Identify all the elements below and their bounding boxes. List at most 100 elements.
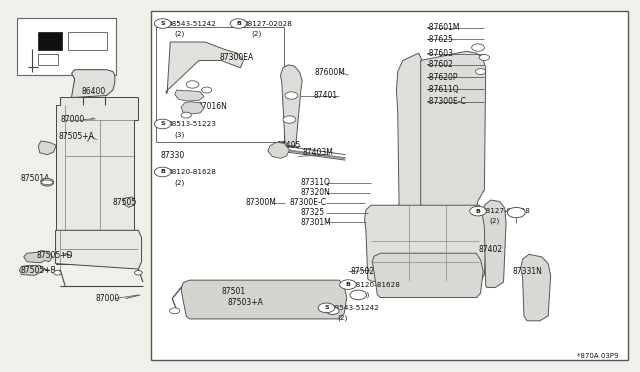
Text: 08543-51242: 08543-51242 bbox=[331, 305, 380, 311]
Text: 87600M: 87600M bbox=[315, 68, 346, 77]
Polygon shape bbox=[268, 142, 289, 158]
Circle shape bbox=[470, 206, 486, 216]
Circle shape bbox=[170, 308, 180, 314]
Text: 87016N: 87016N bbox=[198, 102, 228, 111]
Text: 87403M: 87403M bbox=[302, 148, 333, 157]
Text: 87300E-C: 87300E-C bbox=[289, 198, 326, 207]
Text: 87331N: 87331N bbox=[513, 267, 542, 276]
Circle shape bbox=[472, 44, 484, 51]
Text: -87300E-C: -87300E-C bbox=[427, 97, 467, 106]
Text: 08513-51223: 08513-51223 bbox=[167, 121, 216, 127]
Text: -87625: -87625 bbox=[427, 35, 454, 44]
Text: (2): (2) bbox=[338, 315, 348, 321]
Polygon shape bbox=[365, 205, 487, 281]
Circle shape bbox=[285, 92, 298, 99]
Circle shape bbox=[508, 208, 525, 218]
Circle shape bbox=[181, 112, 191, 118]
Bar bbox=[38, 32, 62, 50]
Text: -87620P: -87620P bbox=[427, 73, 458, 81]
Polygon shape bbox=[372, 253, 483, 298]
Text: 08543-51242: 08543-51242 bbox=[167, 20, 216, 26]
Text: 87325: 87325 bbox=[301, 208, 325, 217]
Text: (2): (2) bbox=[251, 31, 261, 37]
Circle shape bbox=[350, 290, 367, 300]
Text: 08127-02028: 08127-02028 bbox=[244, 20, 292, 26]
Circle shape bbox=[186, 81, 199, 88]
Text: S: S bbox=[324, 305, 329, 310]
Text: 87000: 87000 bbox=[96, 294, 120, 303]
Text: 87301M: 87301M bbox=[301, 218, 332, 227]
Bar bbox=[156, 27, 284, 142]
Text: 87505+A: 87505+A bbox=[59, 132, 95, 141]
Polygon shape bbox=[56, 230, 141, 269]
Circle shape bbox=[283, 116, 296, 123]
Text: 87320N: 87320N bbox=[301, 188, 331, 197]
Text: 87502: 87502 bbox=[351, 267, 374, 276]
Text: (3): (3) bbox=[175, 131, 185, 138]
Polygon shape bbox=[56, 97, 138, 263]
Circle shape bbox=[41, 179, 54, 186]
Text: 87501A: 87501A bbox=[20, 174, 50, 183]
Polygon shape bbox=[24, 251, 52, 263]
Text: B: B bbox=[160, 170, 165, 174]
Text: 87300EA: 87300EA bbox=[220, 53, 253, 62]
Polygon shape bbox=[72, 70, 115, 97]
Text: *870A 03P9: *870A 03P9 bbox=[577, 353, 618, 359]
Polygon shape bbox=[166, 42, 244, 94]
Circle shape bbox=[154, 119, 171, 129]
Text: 87405: 87405 bbox=[276, 141, 301, 150]
Text: S: S bbox=[160, 21, 165, 26]
Polygon shape bbox=[175, 90, 204, 101]
Text: 87505+D: 87505+D bbox=[36, 251, 73, 260]
Text: 87330: 87330 bbox=[161, 151, 185, 160]
Text: B: B bbox=[346, 282, 351, 287]
Circle shape bbox=[230, 19, 246, 28]
Text: 87501: 87501 bbox=[221, 287, 245, 296]
Polygon shape bbox=[420, 51, 486, 247]
Polygon shape bbox=[521, 254, 550, 321]
Text: 08120-81628: 08120-81628 bbox=[352, 282, 401, 288]
Polygon shape bbox=[280, 65, 302, 146]
Polygon shape bbox=[122, 197, 135, 208]
Text: 87300M: 87300M bbox=[246, 198, 276, 207]
Circle shape bbox=[479, 55, 490, 61]
Text: 86400: 86400 bbox=[81, 87, 106, 96]
Text: 87402: 87402 bbox=[478, 245, 502, 254]
Text: -87601M: -87601M bbox=[427, 23, 461, 32]
Circle shape bbox=[476, 68, 486, 74]
Circle shape bbox=[202, 87, 212, 93]
Circle shape bbox=[154, 19, 171, 28]
Polygon shape bbox=[181, 280, 347, 319]
Polygon shape bbox=[396, 53, 422, 249]
Bar bbox=[151, 11, 628, 359]
Text: -87603: -87603 bbox=[427, 49, 454, 58]
Text: 08120-81628: 08120-81628 bbox=[167, 169, 216, 175]
Polygon shape bbox=[181, 102, 204, 114]
Text: B: B bbox=[236, 21, 241, 26]
Text: 87401: 87401 bbox=[314, 91, 338, 100]
Bar bbox=[17, 18, 116, 75]
Text: (2): (2) bbox=[175, 179, 185, 186]
Text: S: S bbox=[160, 122, 165, 126]
Bar bbox=[38, 54, 58, 65]
Polygon shape bbox=[19, 265, 45, 275]
Text: B: B bbox=[476, 209, 481, 214]
Circle shape bbox=[318, 303, 335, 312]
Circle shape bbox=[340, 280, 356, 289]
Circle shape bbox=[54, 270, 61, 275]
Circle shape bbox=[326, 307, 339, 314]
Text: 87503+A: 87503+A bbox=[228, 298, 264, 307]
Text: 87000: 87000 bbox=[61, 115, 85, 124]
Text: (2): (2) bbox=[360, 292, 370, 298]
Text: (2): (2) bbox=[175, 31, 185, 37]
Circle shape bbox=[134, 270, 142, 275]
Text: -87602: -87602 bbox=[427, 60, 454, 70]
Circle shape bbox=[154, 167, 171, 177]
Text: -87611Q: -87611Q bbox=[427, 85, 460, 94]
Bar bbox=[68, 32, 106, 50]
Text: 08127-02028: 08127-02028 bbox=[482, 208, 531, 214]
Text: (2): (2) bbox=[490, 218, 500, 224]
Text: 87311Q: 87311Q bbox=[301, 178, 331, 187]
Polygon shape bbox=[38, 141, 56, 155]
Text: 87505: 87505 bbox=[113, 198, 137, 207]
